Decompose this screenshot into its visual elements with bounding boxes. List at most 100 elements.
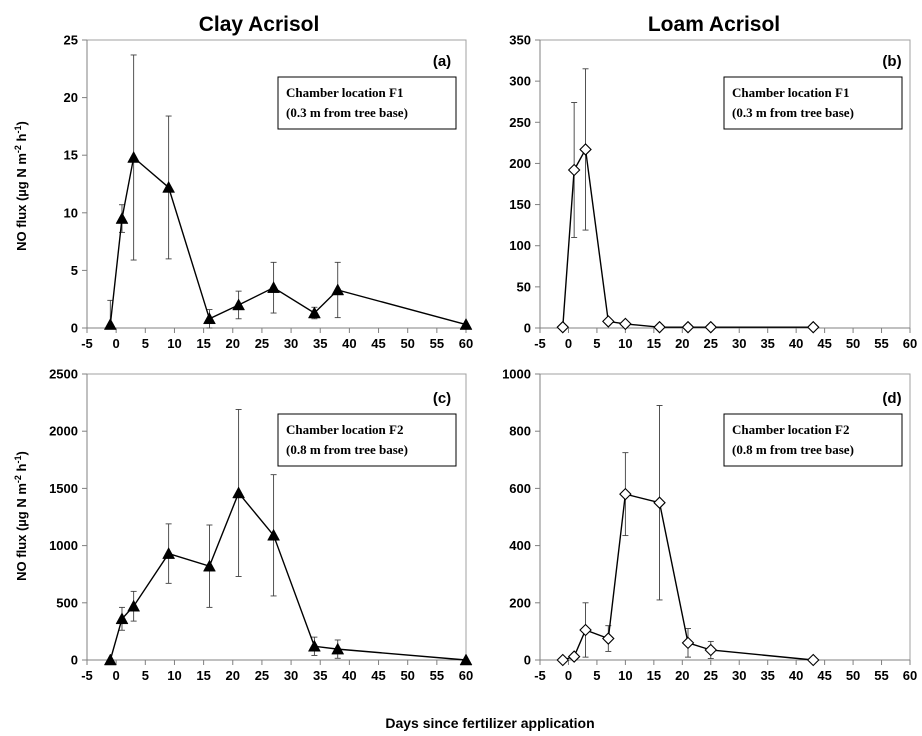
x-tick-label: 5 — [142, 668, 149, 683]
annotation-line: (0.8 m from tree base) — [286, 442, 408, 457]
data-point-diamond — [579, 143, 592, 156]
data-point-diamond — [556, 653, 570, 667]
data-point-diamond — [619, 487, 632, 501]
x-tick-label: 25 — [704, 336, 718, 351]
data-point-triangle — [267, 528, 281, 541]
x-tick-label: 25 — [255, 668, 269, 683]
x-tick-label: 0 — [113, 668, 120, 683]
annotation-box — [723, 413, 903, 467]
x-tick-label: 10 — [618, 668, 632, 683]
data-point-diamond — [806, 653, 820, 667]
x-tick-label: 55 — [874, 668, 888, 683]
x-tick-label: 35 — [760, 336, 774, 351]
y-tick-label: 0 — [71, 321, 78, 336]
x-tick-label: 60 — [903, 336, 917, 351]
x-tick-label: 20 — [226, 668, 240, 683]
series-line — [109, 491, 467, 661]
x-tick-label: 50 — [400, 668, 414, 683]
data-point-diamond — [579, 623, 592, 637]
x-tick-label: 55 — [874, 336, 888, 351]
x-tick-label: 45 — [817, 668, 831, 683]
x-tick-label: 15 — [196, 336, 210, 351]
x-tick-label: 40 — [342, 668, 356, 683]
x-tick-label: 60 — [903, 668, 917, 683]
data-point-diamond — [704, 643, 718, 657]
x-tick-label: 45 — [371, 336, 385, 351]
x-tick-label: 30 — [284, 336, 298, 351]
x-tick-label: 15 — [647, 668, 661, 683]
x-tick-label: 45 — [817, 336, 831, 351]
data-point-diamond — [567, 650, 581, 663]
x-tick-label: 30 — [284, 668, 298, 683]
x-tick-label: 20 — [675, 336, 689, 351]
y-tick-label: 2000 — [49, 424, 78, 439]
x-tick-label: 25 — [255, 336, 269, 351]
x-tick-label: 55 — [430, 668, 444, 683]
panel-label: (a) — [433, 53, 451, 70]
data-point-triangle — [267, 281, 281, 293]
data-point-triangle — [162, 180, 176, 193]
data-point-triangle — [459, 653, 473, 666]
data-point-triangle — [203, 312, 216, 325]
data-point-triangle — [103, 318, 117, 330]
y-tick-label: 10 — [64, 205, 78, 220]
x-tick-label: 5 — [593, 668, 600, 683]
series-line — [109, 156, 467, 326]
data-point-diamond — [806, 320, 820, 334]
data-point-triangle — [203, 559, 216, 572]
annotation-line: Chamber location F2 — [286, 422, 403, 437]
x-tick-label: -5 — [81, 336, 93, 351]
data-point-triangle — [307, 639, 321, 652]
y-tick-label: 0 — [524, 653, 531, 668]
annotation-line: Chamber location F1 — [732, 85, 849, 100]
y-tick-label: 15 — [64, 148, 78, 163]
y-tick-label: 0 — [524, 321, 531, 336]
data-point-triangle — [115, 612, 129, 625]
y-tick-label: 200 — [509, 156, 531, 171]
annotation-box — [277, 76, 457, 130]
x-tick-label: 45 — [371, 668, 385, 683]
y-tick-label: 2500 — [49, 367, 78, 382]
data-point-diamond — [681, 636, 695, 650]
x-tick-label: 0 — [565, 668, 572, 683]
annotation-line: (0.8 m from tree base) — [732, 442, 854, 457]
x-tick-label: 40 — [789, 336, 803, 351]
panel-label: (d) — [882, 390, 901, 407]
data-point-triangle — [103, 653, 117, 666]
y-tick-label: 0 — [71, 653, 78, 668]
data-point-diamond — [653, 496, 666, 509]
data-point-diamond — [602, 632, 615, 645]
x-tick-label: 10 — [167, 668, 181, 683]
data-point-triangle — [115, 212, 129, 224]
y-axis-label-top: NO flux (µg N m-2 h-1) — [13, 121, 29, 251]
x-tick-label: 40 — [789, 668, 803, 683]
data-point-triangle — [307, 306, 321, 319]
x-tick-label: 0 — [113, 336, 120, 351]
col-title-loam: Loam Acrisol — [648, 13, 780, 36]
y-tick-label: 600 — [509, 481, 531, 496]
annotation-line: (0.3 m from tree base) — [286, 105, 408, 120]
x-tick-label: 50 — [846, 336, 860, 351]
panel-label: (b) — [882, 53, 901, 70]
x-tick-label: 40 — [342, 336, 356, 351]
x-tick-label: 35 — [313, 668, 327, 683]
y-tick-label: 350 — [509, 33, 531, 48]
x-tick-label: 35 — [760, 668, 774, 683]
x-tick-label: 50 — [846, 668, 860, 683]
panel-label: (c) — [433, 390, 451, 407]
x-tick-label: 50 — [400, 336, 414, 351]
x-tick-label: 20 — [226, 336, 240, 351]
data-point-diamond — [653, 320, 666, 334]
x-tick-label: 55 — [430, 336, 444, 351]
y-tick-label: 150 — [509, 197, 531, 212]
y-tick-label: 20 — [64, 90, 78, 105]
x-tick-label: 5 — [142, 336, 149, 351]
x-tick-label: -5 — [534, 336, 546, 351]
x-tick-label: 30 — [732, 336, 746, 351]
data-point-diamond — [567, 163, 581, 177]
x-tick-label: 30 — [732, 668, 746, 683]
series-line — [562, 147, 814, 328]
y-tick-label: 25 — [64, 33, 78, 48]
